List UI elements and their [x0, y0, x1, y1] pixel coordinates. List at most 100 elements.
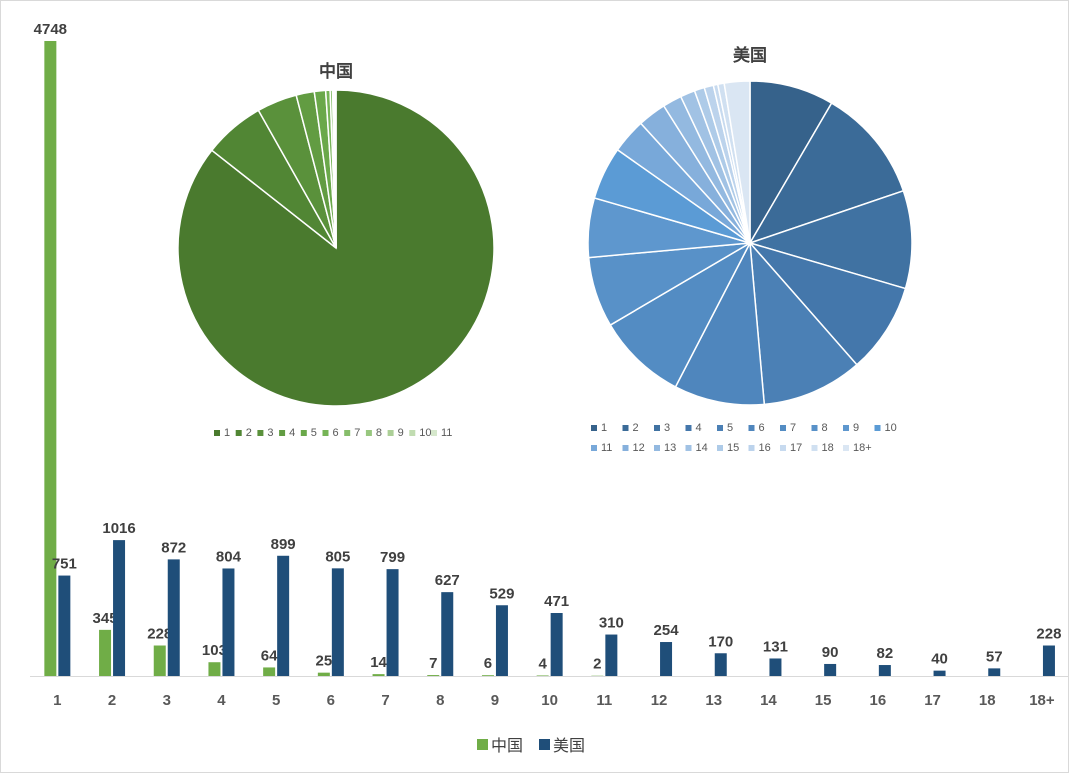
data-label: 254: [654, 622, 680, 639]
x-tick-label: 15: [815, 692, 832, 709]
pie-legend-swatch: [323, 430, 329, 436]
bar-china: [208, 662, 220, 676]
data-label: 471: [544, 593, 569, 610]
x-tick-label: 5: [272, 692, 280, 709]
data-label: 90: [822, 644, 839, 661]
bar-usa: [222, 568, 234, 676]
pie-legend-swatch: [279, 430, 285, 436]
pie-legend-label: 2: [246, 427, 252, 439]
bar-usa: [988, 668, 1000, 676]
data-label: 1016: [102, 520, 135, 537]
x-tick-label: 12: [651, 692, 668, 709]
x-tick-label: 18: [979, 692, 996, 709]
bar-usa: [1043, 646, 1055, 676]
pie-legend-label: 11: [601, 442, 612, 454]
pie-legend-swatch: [388, 430, 394, 436]
bar-usa: [879, 665, 891, 676]
pie-legend-label: 6: [333, 427, 339, 439]
pie-legend-swatch: [717, 425, 723, 431]
pie-legend-label: 13: [664, 442, 676, 454]
pie-legend-swatch: [409, 430, 415, 436]
pie-legend-label: 3: [664, 422, 670, 434]
bar-china: [263, 667, 275, 676]
bar-china: [44, 41, 56, 676]
pie-legend-label: 10: [885, 422, 897, 434]
x-tick-label: 3: [163, 692, 171, 709]
pie-legend-label: 6: [759, 422, 765, 434]
x-tick-label: 8: [436, 692, 444, 709]
x-tick-label: 6: [327, 692, 335, 709]
x-tick-label: 1: [53, 692, 61, 709]
x-tick-label: 11: [596, 692, 612, 709]
bar-usa: [277, 556, 289, 676]
bar-usa: [824, 664, 836, 676]
pie-legend-label: 4: [696, 422, 702, 434]
pie-legend-label: 3: [267, 427, 273, 439]
pie-legend-swatch: [623, 445, 629, 451]
pie-legend-swatch: [344, 430, 350, 436]
bar-china: [99, 630, 111, 676]
bar-usa: [496, 605, 508, 676]
pie-legend-swatch: [843, 445, 849, 451]
bar-usa: [113, 540, 125, 676]
bar-usa: [715, 653, 727, 676]
bar-china: [318, 673, 330, 676]
pie-legend-swatch: [623, 425, 629, 431]
pie-legend-swatch: [843, 425, 849, 431]
data-label: 529: [489, 585, 514, 602]
pie-legend-label: 14: [696, 442, 708, 454]
pie-legend-label: 18+: [853, 442, 872, 454]
pie-legend-label: 15: [727, 442, 739, 454]
pie-legend-swatch: [812, 445, 818, 451]
data-label: 872: [161, 539, 186, 556]
x-tick-label: 4: [217, 692, 226, 709]
data-label: 131: [763, 638, 788, 655]
bar-china: [482, 675, 494, 676]
data-label: 228: [1036, 626, 1061, 643]
pie-legend-label: 5: [311, 427, 317, 439]
legend-swatch: [539, 739, 550, 750]
bar-usa: [551, 613, 563, 676]
bar-usa: [660, 642, 672, 676]
pie-legend-swatch: [431, 430, 437, 436]
legend-swatch: [477, 739, 488, 750]
data-label: 899: [271, 536, 296, 553]
data-label: 751: [52, 556, 77, 573]
data-label: 14: [370, 654, 387, 671]
pie-title: 中国: [319, 61, 353, 82]
pie-legend-swatch: [812, 425, 818, 431]
pie-legend-label: 1: [601, 422, 607, 434]
pie-legend-label: 7: [790, 422, 796, 434]
pie-legend-swatch: [654, 445, 660, 451]
bar-usa: [168, 559, 180, 676]
bar-china: [427, 675, 439, 676]
pie-legend-swatch: [686, 425, 692, 431]
pie-legend-label: 18: [822, 442, 834, 454]
pie-legend-swatch: [257, 430, 263, 436]
data-label: 25: [316, 653, 333, 670]
data-label: 804: [216, 548, 242, 565]
x-tick-label: 2: [108, 692, 116, 709]
bar-china: [537, 675, 549, 676]
x-tick-label: 18+: [1029, 692, 1055, 709]
x-tick-label: 16: [870, 692, 887, 709]
data-label: 64: [261, 647, 278, 664]
pie-legend-swatch: [875, 425, 881, 431]
pie-legend-swatch: [686, 445, 692, 451]
pie-legend-label: 8: [376, 427, 382, 439]
data-label: 40: [931, 651, 948, 668]
bar-china: [373, 674, 385, 676]
pie-legend-swatch: [780, 445, 786, 451]
data-label: 82: [877, 645, 894, 662]
pie-legend-swatch: [214, 430, 220, 436]
bar-usa: [58, 576, 70, 676]
data-label: 799: [380, 549, 405, 566]
pie-legend-swatch: [780, 425, 786, 431]
x-tick-label: 10: [541, 692, 558, 709]
bar-usa: [769, 658, 781, 676]
data-label: 2: [593, 656, 601, 673]
bar-usa: [934, 671, 946, 676]
x-tick-label: 7: [381, 692, 389, 709]
